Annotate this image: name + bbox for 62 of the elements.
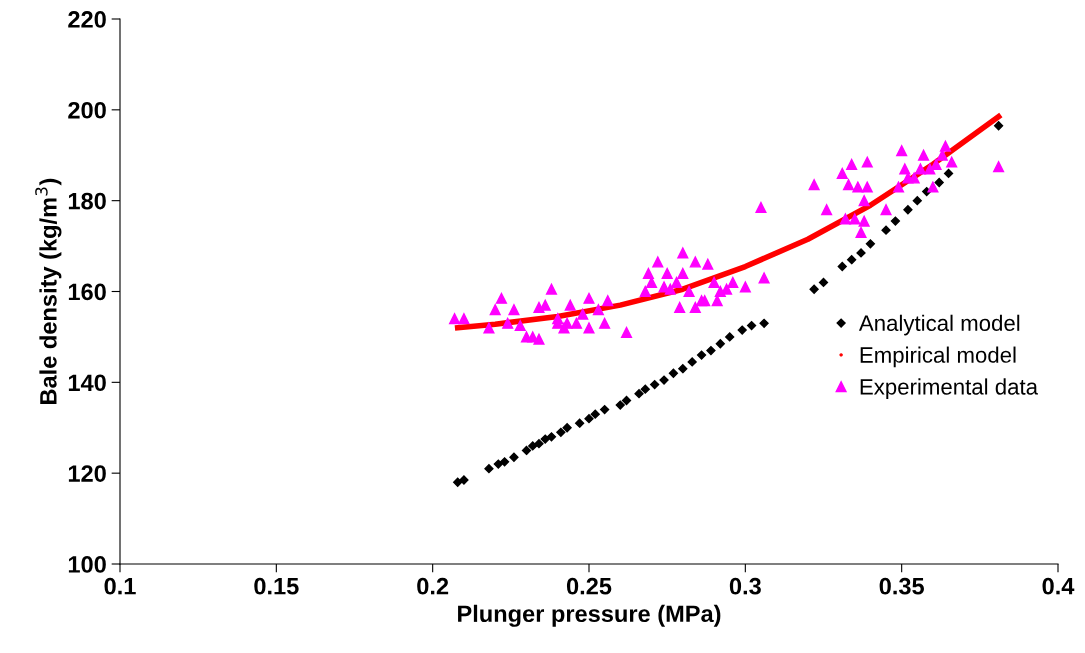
point (650, 379, 660, 390)
y-tick-label: 140 (68, 374, 106, 392)
point (509, 452, 519, 462)
point (640, 384, 650, 394)
point (574, 418, 585, 428)
x-tick-label: 0.25 (566, 577, 612, 595)
point (903, 205, 913, 215)
point (934, 177, 944, 188)
point (993, 121, 1004, 131)
point (881, 225, 891, 235)
point (715, 339, 725, 349)
point (540, 434, 550, 444)
point (856, 248, 866, 258)
point (668, 368, 679, 378)
x-tick-label: 0.1 (104, 577, 136, 595)
point (678, 364, 688, 374)
point (499, 457, 510, 467)
point (453, 477, 463, 487)
point (459, 475, 469, 485)
point (847, 255, 857, 265)
point (725, 332, 735, 342)
point (687, 357, 697, 367)
point (696, 350, 707, 360)
point (590, 409, 600, 419)
point (562, 423, 572, 433)
point (890, 216, 901, 226)
x-tick-label: 0.15 (254, 577, 299, 595)
y-tick-label: 160 (68, 283, 106, 301)
point (809, 284, 819, 294)
point (556, 427, 566, 437)
x-tick-label: 0.2 (417, 577, 449, 595)
point (759, 318, 769, 328)
point (484, 464, 494, 474)
point (746, 320, 757, 331)
point (943, 168, 954, 179)
y-axis-title: Bale density (kg/m$^{3}$) (35, 178, 62, 404)
point (546, 432, 557, 442)
x-tick-label: 0.4 (1042, 577, 1075, 595)
point (737, 325, 747, 335)
point (818, 277, 829, 288)
y-tick-label: 180 (68, 192, 106, 210)
legend-label: Experimental data (860, 378, 1039, 400)
legend-label: Analytical model (858, 314, 1020, 336)
y-tick-label: 100 (68, 556, 106, 573)
point (706, 345, 716, 356)
point (600, 404, 610, 415)
x-axis-title: Plunger pressure (MPa) (458, 604, 721, 627)
y-tick-label: 120 (68, 465, 106, 482)
point (865, 239, 876, 249)
point (584, 414, 594, 424)
x-tick-label: 0.35 (879, 577, 924, 595)
point (837, 261, 847, 272)
point (615, 400, 625, 410)
legend-label: Empirical model (860, 346, 1016, 368)
y-tick-label: 220 (68, 11, 106, 28)
point (634, 389, 644, 399)
x-tick-label: 0.3 (729, 577, 761, 595)
y-tick-label: 200 (68, 101, 106, 119)
point (528, 441, 538, 451)
point (493, 459, 503, 469)
point (912, 196, 922, 206)
point (534, 439, 544, 449)
